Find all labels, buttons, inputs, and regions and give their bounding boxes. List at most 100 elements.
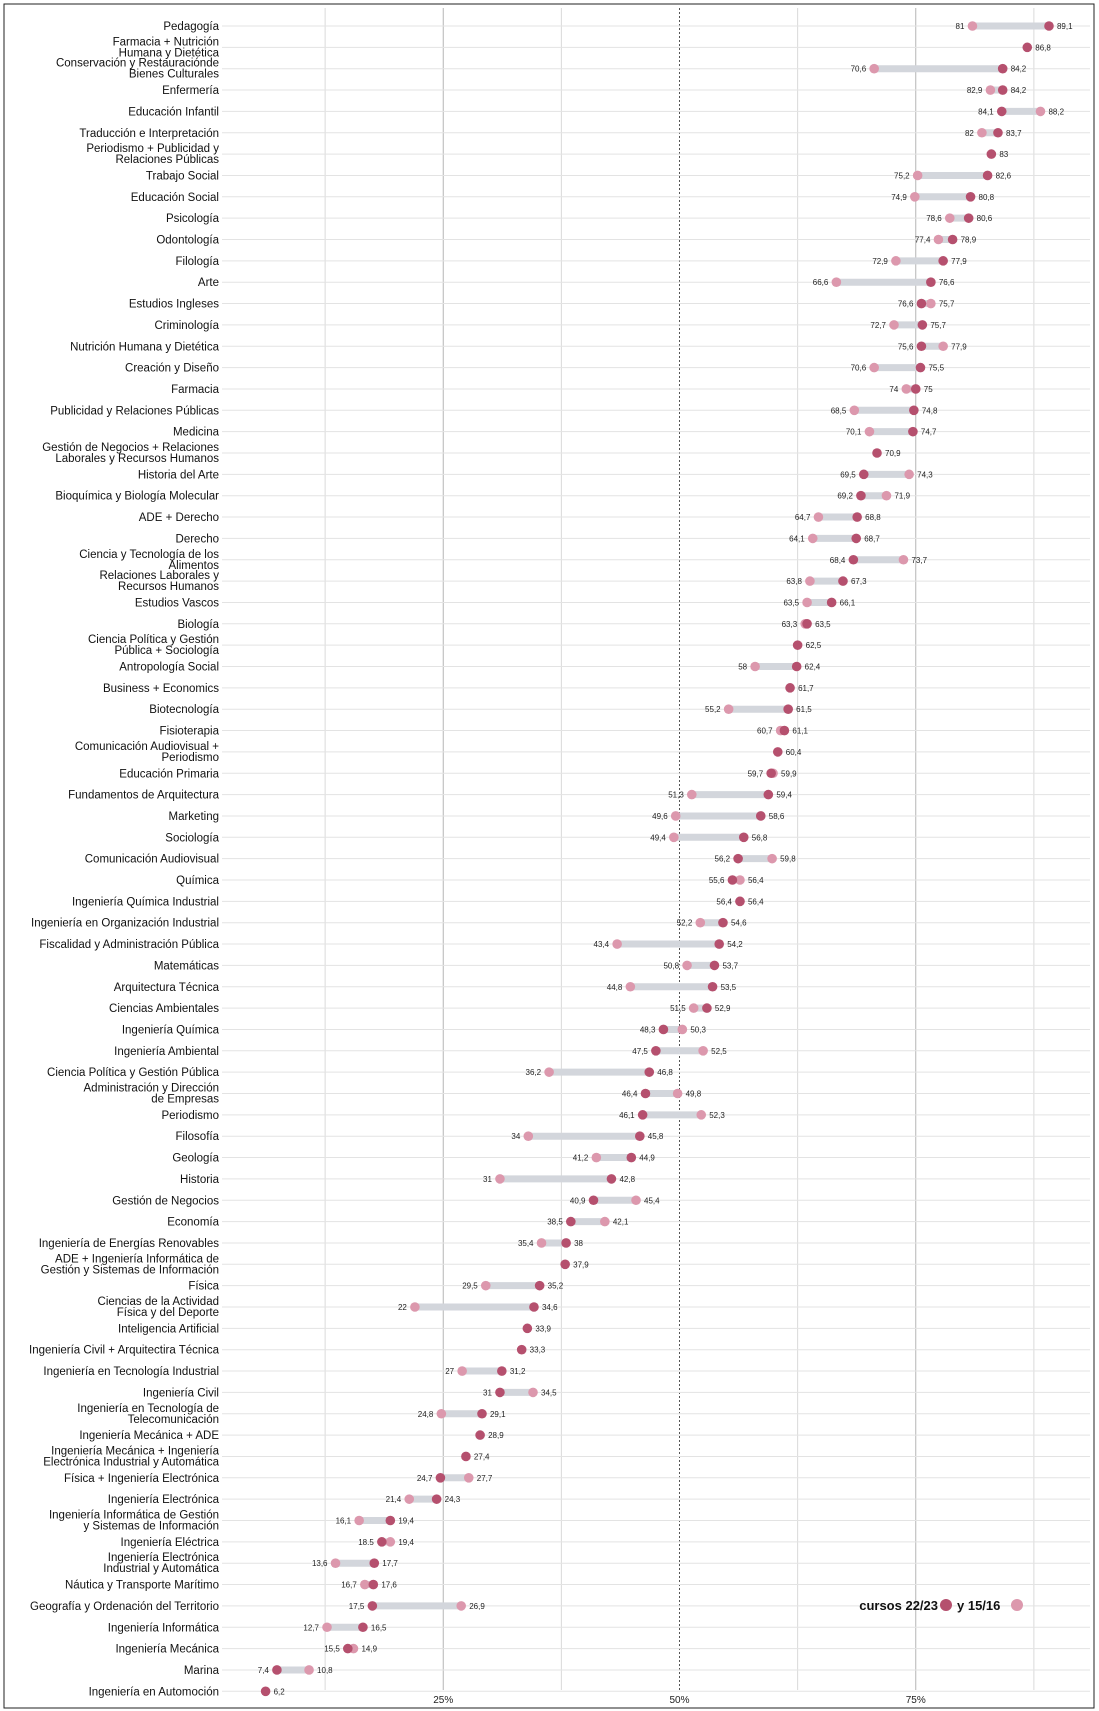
dumbbell-row: Arquitectura Técnica 53,5 44,8 [114, 982, 1090, 994]
category-label: Estudios Vascos [135, 597, 219, 609]
value-label-right: 63,5 [815, 620, 831, 629]
dumbbell-row: Estudios Ingleses 75,7 76,6 [129, 299, 1090, 311]
dumbbell-row: Biotecnología 61,5 55,2 [149, 704, 1090, 716]
value-label-left: 51,3 [668, 791, 684, 800]
value-label-left: 76,6 [898, 300, 914, 309]
marker-2223 [369, 1558, 380, 1568]
dumbbell-row: Ingeniería Civil + Arquitectira Técnica 3… [29, 1345, 1090, 1357]
category-label-line: Conservación y Restauraciónde [56, 58, 219, 70]
value-label-left: 24,7 [417, 1474, 433, 1483]
category-label: Arquitectura Técnica [114, 982, 220, 994]
marker-1516 [354, 1515, 364, 1526]
value-label-left: 44,8 [607, 983, 623, 992]
marker-2223 [260, 1686, 271, 1697]
value-label-right: 82,6 [996, 171, 1012, 180]
value-label: 33,9 [535, 1324, 551, 1333]
value-label-right: 80,8 [979, 193, 995, 202]
dumbbell-row: Historia 42,8 31 [180, 1174, 1090, 1186]
category-label: Inteligencia Artificial [118, 1323, 219, 1335]
marker-2223 [495, 1387, 505, 1398]
marker-2223 [791, 661, 802, 672]
dumbbell-row: Comunicación Audiovisual + Periodismo 60,4 [75, 741, 1090, 764]
dumbbell-row: Inteligencia Artificial 33,9 [118, 1323, 1090, 1335]
value-label-right: 53,5 [721, 983, 737, 992]
marker-1516 [750, 661, 760, 672]
dumbbell-row: Ingeniería Eléctrica 19,4 18.5 [121, 1537, 1090, 1549]
value-label-left: 50,8 [663, 961, 679, 970]
dumbbell-row: Ingeniería en Automoción 6,2 [89, 1686, 1090, 1698]
category-label: Matemáticas [154, 960, 219, 972]
marker-2223 [588, 1195, 599, 1206]
chart-frame [3, 3, 1095, 1709]
dumbbell-row: Ingeniería Civil 34,5 31 [143, 1387, 1090, 1399]
category-label-line: Industrial y Automática [103, 1563, 219, 1575]
value-label-right: 59,9 [781, 769, 797, 778]
category-label-line: Electrónica Industrial y Automática [43, 1456, 219, 1468]
marker-2223 [635, 1131, 645, 1141]
value-label-right: 84,2 [1011, 86, 1027, 95]
marker-1516 [881, 490, 892, 501]
category-label-line: Alimentos [169, 560, 220, 572]
value-label-right: 42,1 [613, 1218, 629, 1227]
category-label: Ingeniería Química Industrial [72, 896, 219, 908]
marker-1516 [864, 426, 875, 437]
value-label-right: 75,7 [930, 321, 946, 330]
value-label-left: 15,5 [324, 1645, 340, 1654]
value-label: 6,2 [274, 1687, 286, 1696]
value-label-right: 52,9 [715, 1004, 731, 1013]
value-label: 28,9 [488, 1431, 504, 1440]
dumbbell-row: Publicidad y Relaciones Públicas 74,8 68,5 [50, 405, 1090, 417]
category-label-line: Recursos Humanos [118, 581, 219, 593]
marker-2223 [435, 1473, 446, 1483]
value-label-left: 56,2 [715, 855, 731, 864]
value-label-left: 17,5 [349, 1602, 365, 1611]
dumbbell-row: Educación Social 80,8 74,9 [131, 192, 1090, 204]
marker-1516 [670, 811, 681, 821]
value-label-right: 61,5 [796, 705, 812, 714]
marker-1516 [457, 1366, 467, 1376]
value-label-left: 74,9 [891, 193, 907, 202]
marker-1516 [904, 469, 914, 480]
marker-1516 [807, 533, 818, 544]
marker-2223 [735, 896, 745, 907]
value-label-left: 72,7 [870, 321, 886, 330]
dumbbell-row: Náutica y Transporte Marítimo 17,6 16,7 [65, 1580, 1090, 1592]
marker-2223 [475, 1430, 485, 1440]
marker-2223 [917, 320, 928, 330]
dumbbell-row: Bioquímica y Biología Molecular 71,9 69,2 [55, 491, 1090, 503]
value-label-left: 16,7 [341, 1581, 357, 1590]
marker-2223 [651, 1046, 661, 1056]
value-label-left: 69,5 [840, 470, 856, 479]
value-label-right: 74,7 [921, 428, 937, 437]
category-label: Pedagogía [163, 21, 219, 33]
category-label-line: Ingeniería Informática de Gestión [49, 1510, 219, 1522]
value-label: 83 [999, 150, 1008, 159]
dumbbell-row: Business + Economics 61,7 [103, 683, 1090, 695]
marker-1516 [805, 576, 815, 586]
value-label-left: 81 [956, 22, 965, 31]
marker-1516 [330, 1558, 341, 1568]
marker-1516 [869, 362, 879, 373]
marker-1516 [889, 320, 899, 330]
marker-1516 [360, 1579, 370, 1590]
category-label-line: Ingeniería Electrónica [108, 1552, 220, 1564]
marker-1516 [695, 917, 706, 928]
value-label-left: 78,6 [926, 214, 942, 223]
category-label: Farmacia [171, 384, 220, 396]
value-label-left: 72,9 [872, 257, 888, 266]
marker-2223 [838, 576, 848, 586]
marker-2223 [910, 384, 921, 394]
dumbbell-row: Odontología 78,9 77,4 [156, 235, 1090, 247]
dumbbell-row: Fundamentos de Arquitectura 59,4 51,3 [68, 790, 1090, 802]
category-label: Educación Infantil [128, 106, 219, 118]
value-label-left: 70,6 [851, 65, 867, 74]
value-label-left: 40,9 [570, 1196, 586, 1205]
marker-2223 [763, 789, 774, 800]
category-label: Nutrición Humana y Dietética [70, 341, 220, 353]
category-label-line: Administración y Dirección [84, 1083, 220, 1095]
dumbbell-row: Traducción e Interpretación 83,7 82 [79, 128, 1090, 140]
value-label-right: 17,7 [382, 1559, 398, 1568]
marker-2223 [709, 960, 720, 971]
category-label: Historia [180, 1174, 220, 1186]
marker-2223 [707, 981, 718, 992]
